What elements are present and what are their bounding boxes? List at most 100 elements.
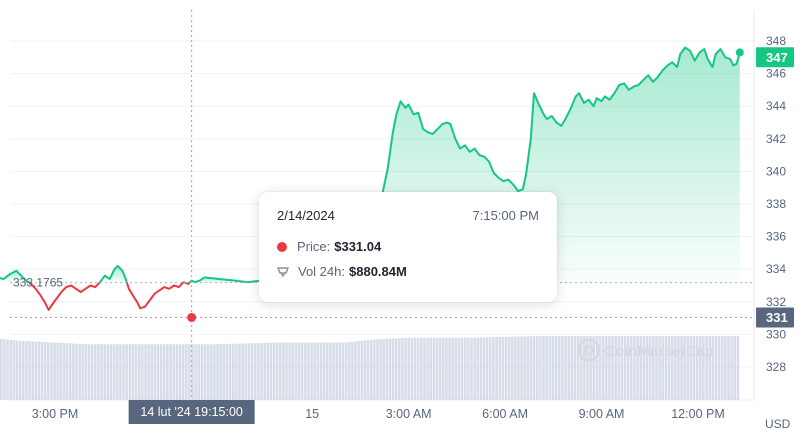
price-dot-icon xyxy=(277,241,287,252)
hover-point xyxy=(187,312,197,322)
volume-bar xyxy=(354,341,357,400)
open-price-label: 333.1765 xyxy=(13,276,63,290)
volume-bar xyxy=(479,337,483,400)
volume-bar xyxy=(75,343,78,400)
tooltip-vol-value: $880.84M xyxy=(349,264,407,279)
volume-bar xyxy=(294,342,298,400)
volume-bar xyxy=(388,338,392,400)
volume-bar xyxy=(360,340,364,400)
volume-bar xyxy=(567,336,570,400)
volume-bar xyxy=(520,336,523,400)
volume-bar xyxy=(122,344,125,400)
volume-bar xyxy=(529,336,533,400)
volume-bar xyxy=(398,338,401,400)
price-area-up xyxy=(0,270,29,283)
price-area-up xyxy=(99,265,127,283)
volume-bar xyxy=(724,336,727,400)
volume-bar xyxy=(633,336,636,400)
volume-bar xyxy=(94,344,97,400)
volume-bar xyxy=(119,344,122,400)
volume-bar xyxy=(307,342,310,400)
price-line-down xyxy=(28,281,101,311)
volume-bar xyxy=(62,343,66,400)
volume-bar xyxy=(9,339,12,400)
volume-bar xyxy=(206,344,210,400)
volume-bar xyxy=(432,337,436,400)
volume-bar xyxy=(536,336,539,400)
volume-bar xyxy=(376,339,379,400)
volume-bar xyxy=(279,342,282,400)
volume-bar xyxy=(37,341,41,400)
currency-label: USD xyxy=(765,417,791,431)
volume-bar xyxy=(141,344,144,400)
volume-bar xyxy=(485,337,489,400)
volume-bar xyxy=(601,336,605,400)
volume-bar xyxy=(326,342,329,400)
volume-bar xyxy=(517,336,520,400)
volume-bar xyxy=(100,344,103,400)
volume-bar xyxy=(159,344,163,400)
volume-bar xyxy=(222,343,226,400)
volume-bar xyxy=(645,336,649,400)
volume-bar xyxy=(40,341,44,400)
volume-bar xyxy=(188,344,191,400)
volume-bar xyxy=(623,336,627,400)
volume-bar xyxy=(131,344,135,400)
volume-bar xyxy=(134,344,138,400)
volume-bar xyxy=(43,342,47,400)
volume-bar xyxy=(322,342,326,400)
volume-bar xyxy=(655,336,658,400)
volume-bar xyxy=(404,337,407,400)
volume-bar xyxy=(592,336,596,400)
volume-bar xyxy=(733,336,737,400)
volume-bar xyxy=(153,344,157,400)
volume-bar xyxy=(736,336,740,400)
volume-bar xyxy=(551,336,555,400)
volume-bar xyxy=(451,337,454,400)
volume-bar xyxy=(611,336,614,400)
volume-bar xyxy=(413,337,417,400)
volume-bar xyxy=(106,344,110,400)
volume-bar xyxy=(699,336,702,400)
volume-bar xyxy=(213,344,216,400)
volume-bar xyxy=(53,342,56,400)
volume-bar xyxy=(579,336,583,400)
volume-bar xyxy=(137,344,141,400)
y-tick-label: 340 xyxy=(766,164,786,178)
volume-bar xyxy=(570,336,574,400)
volume-bar xyxy=(304,342,307,400)
volume-bar xyxy=(438,337,442,400)
volume-bar xyxy=(661,336,664,400)
y-tick-label: 330 xyxy=(766,327,786,341)
volume-bar xyxy=(410,337,414,400)
volume-bar xyxy=(664,336,668,400)
volume-bar xyxy=(288,342,291,400)
volume-bar xyxy=(128,344,132,400)
volume-bar xyxy=(639,336,643,400)
volume-bar xyxy=(473,337,476,400)
volume-bar xyxy=(727,336,730,400)
volume-bar xyxy=(680,336,683,400)
volume-bar xyxy=(542,336,545,400)
volume-bar xyxy=(319,342,323,400)
volume-bar xyxy=(56,342,59,400)
volume-bar xyxy=(648,336,652,400)
x-tick-label: 15 xyxy=(305,407,319,421)
volume-bar xyxy=(373,339,376,400)
volume-bar xyxy=(614,336,617,400)
price-line-up xyxy=(321,46,741,284)
volume-bar xyxy=(686,336,690,400)
volume-bar xyxy=(539,336,542,400)
price-line-down xyxy=(125,281,184,310)
price-line-up xyxy=(0,269,30,284)
volume-bar xyxy=(673,336,677,400)
volume-bar xyxy=(156,344,160,400)
volume-bar xyxy=(351,341,354,400)
volume-bar xyxy=(178,344,182,400)
volume-bar xyxy=(564,336,567,400)
current-price-label: 347 xyxy=(766,50,788,65)
y-tick-label: 346 xyxy=(766,67,786,81)
volume-bar xyxy=(18,340,22,400)
volume-bar xyxy=(498,336,501,400)
